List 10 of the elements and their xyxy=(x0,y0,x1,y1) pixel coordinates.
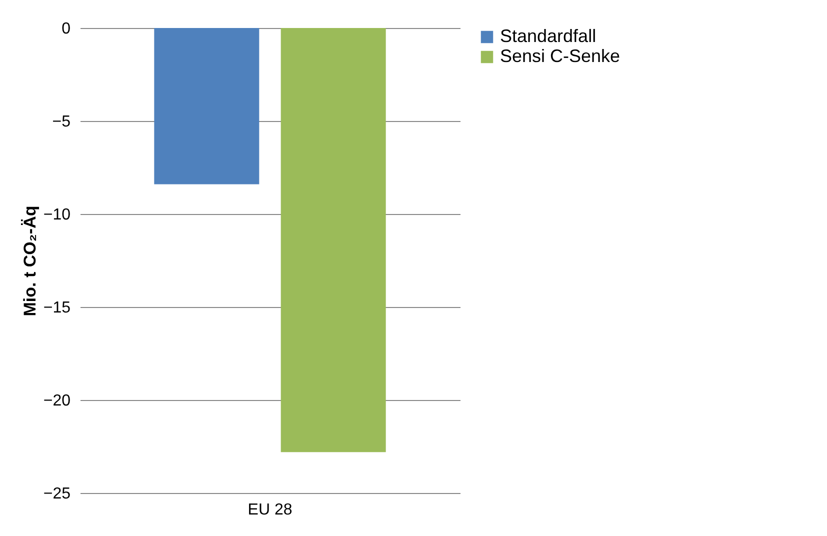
y-tick-label: −5 xyxy=(52,114,71,130)
y-tick-label: −20 xyxy=(43,392,71,410)
y-tick-label: −15 xyxy=(43,300,71,316)
legend-label: Sensi C-Senke xyxy=(500,46,620,66)
y-axis-title: Mio. t CO₂-Äq xyxy=(20,206,40,316)
legend-label: Standardfall xyxy=(500,26,596,46)
y-tick-label: −25 xyxy=(43,486,71,502)
y-tick-label: 0 xyxy=(62,20,71,38)
x-tick-label: EU 28 xyxy=(248,502,292,518)
y-tick-label: −10 xyxy=(43,206,71,224)
